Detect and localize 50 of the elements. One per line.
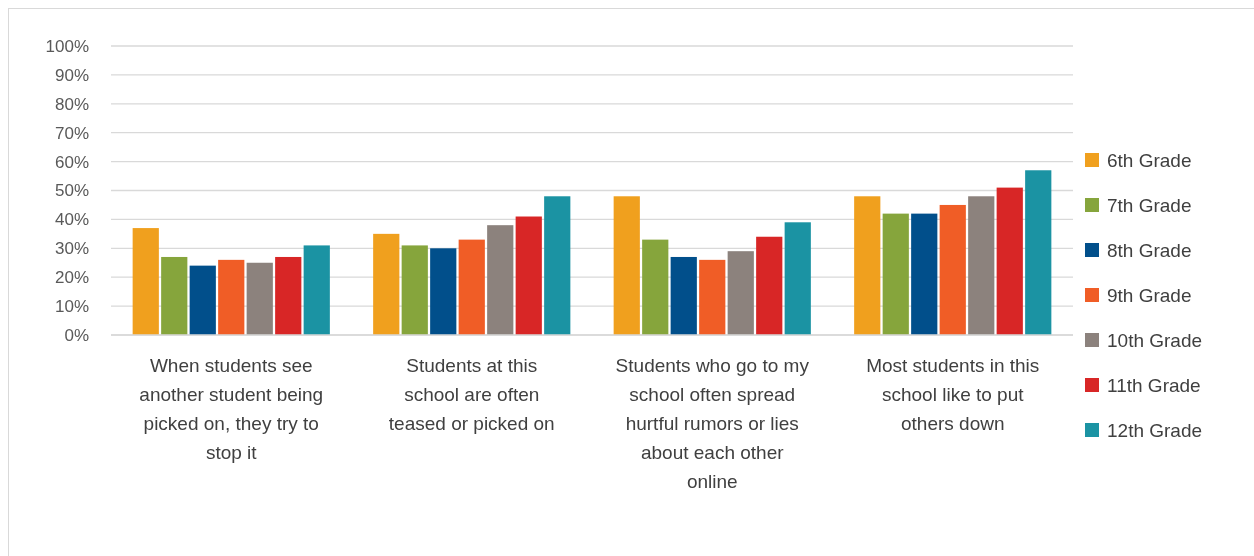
bar	[642, 239, 669, 335]
legend-label: 7th Grade	[1107, 194, 1192, 216]
bar	[275, 256, 302, 335]
y-tick-label: 70%	[54, 123, 89, 143]
bar	[458, 239, 485, 335]
bar	[727, 251, 754, 335]
bar	[613, 196, 640, 335]
bar	[218, 259, 245, 335]
bar	[968, 196, 995, 335]
y-tick-label: 40%	[54, 210, 89, 230]
y-tick-label: 20%	[54, 268, 89, 288]
bar	[401, 245, 428, 335]
y-tick-label: 0%	[64, 325, 89, 345]
y-tick-label: 80%	[54, 94, 89, 114]
x-tick-label: Most students in this school like to put others down	[866, 355, 1040, 434]
y-tick-label: 10%	[54, 297, 89, 317]
x-tick-label: Students who go to my school often spread hurtful rumors or lies about each other online	[615, 355, 810, 492]
legend-label: 8th Grade	[1107, 239, 1192, 261]
bar	[544, 196, 571, 335]
bar	[854, 196, 881, 335]
y-tick-label: 90%	[54, 65, 89, 85]
y-tick-label: 30%	[54, 239, 89, 259]
y-tick-label: 60%	[54, 152, 89, 172]
bar	[1025, 170, 1052, 335]
bar	[699, 259, 726, 335]
legend-label: 10th Grade	[1107, 329, 1203, 351]
bar	[996, 187, 1023, 335]
bar	[882, 213, 909, 335]
bar	[487, 225, 514, 335]
bar	[430, 248, 457, 335]
legend-label: 11th Grade	[1107, 374, 1201, 396]
bar	[373, 233, 400, 335]
x-tick-label: Students at this school are often teased or picked on	[388, 355, 555, 434]
bar	[670, 256, 697, 335]
legend-label: 9th Grade	[1107, 284, 1192, 306]
bar	[939, 204, 966, 335]
bar	[161, 256, 188, 335]
y-tick-label: 100%	[45, 36, 89, 56]
legend-label: 12th Grade	[1107, 419, 1203, 441]
bar	[515, 216, 542, 335]
y-tick-label: 50%	[54, 181, 89, 201]
bar	[246, 262, 273, 335]
bar	[132, 228, 159, 335]
x-tick-label: When students see another student being picked on, they try to stop it	[139, 355, 324, 463]
bar	[756, 236, 783, 335]
bar	[784, 222, 811, 335]
bar	[911, 213, 938, 335]
legend-label: 6th Grade	[1107, 149, 1192, 171]
bar	[303, 245, 330, 335]
bar	[189, 265, 216, 335]
